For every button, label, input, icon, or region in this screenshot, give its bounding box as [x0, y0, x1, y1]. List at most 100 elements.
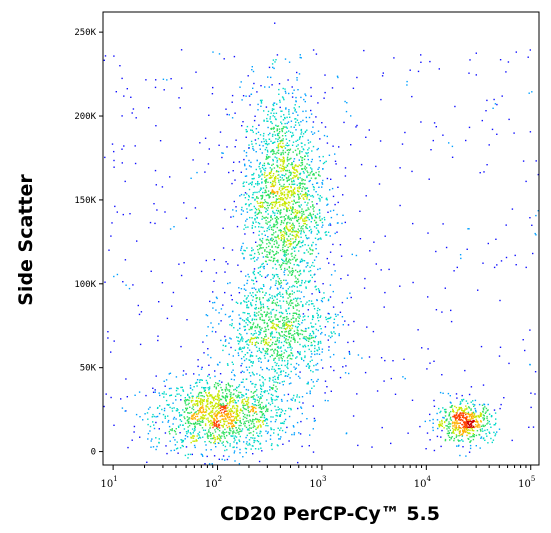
scatter-point — [263, 120, 265, 122]
scatter-point — [255, 418, 257, 421]
scatter-point — [212, 432, 214, 435]
scatter-point — [212, 437, 215, 440]
scatter-point — [296, 231, 299, 233]
scatter-point — [279, 145, 282, 148]
scatter-point — [312, 381, 314, 383]
scatter-point — [209, 300, 211, 303]
scatter-point — [315, 335, 317, 337]
scatter-point — [310, 131, 313, 133]
scatter-point — [269, 118, 271, 120]
scatter-point — [271, 168, 273, 170]
scatter-point — [223, 420, 226, 423]
scatter-point — [224, 390, 227, 392]
scatter-point — [450, 309, 452, 312]
scatter-point — [222, 441, 224, 443]
scatter-point — [300, 329, 303, 331]
scatter-point — [336, 213, 338, 216]
scatter-point — [222, 349, 224, 352]
scatter-point — [311, 253, 313, 255]
scatter-point — [281, 422, 283, 424]
scatter-point — [289, 355, 291, 357]
scatter-point — [287, 355, 289, 357]
scatter-point — [173, 226, 175, 228]
scatter-point — [369, 250, 371, 252]
scatter-point — [462, 432, 464, 434]
scatter-point — [290, 243, 292, 246]
scatter-point — [306, 301, 308, 303]
scatter-point — [282, 169, 284, 172]
scatter-point — [257, 137, 260, 140]
scatter-point — [311, 201, 313, 203]
scatter-point — [280, 146, 283, 148]
scatter-point — [193, 417, 196, 419]
scatter-point — [329, 356, 332, 358]
scatter-point — [399, 285, 401, 287]
scatter-point — [231, 324, 233, 327]
scatter-point — [271, 150, 274, 152]
scatter-point — [334, 270, 336, 272]
scatter-point — [278, 354, 280, 357]
scatter-point — [330, 216, 333, 219]
scatter-point — [248, 147, 250, 149]
scatter-point — [230, 435, 232, 437]
scatter-point — [179, 414, 181, 416]
scatter-point — [185, 431, 188, 433]
scatter-point — [304, 315, 306, 317]
scatter-point — [232, 363, 234, 365]
scatter-point — [250, 448, 252, 450]
scatter-point — [258, 223, 261, 225]
scatter-point — [381, 75, 384, 77]
scatter-point — [192, 435, 194, 438]
scatter-point — [144, 413, 146, 415]
scatter-point — [522, 339, 524, 341]
scatter-point — [278, 244, 280, 246]
scatter-point — [265, 406, 267, 408]
scatter-point — [294, 368, 296, 370]
scatter-point — [450, 423, 452, 425]
scatter-point — [219, 373, 222, 375]
scatter-point — [301, 159, 303, 161]
scatter-point — [227, 406, 229, 409]
scatter-point — [448, 431, 451, 434]
scatter-point — [319, 138, 321, 140]
scatter-point — [291, 227, 293, 230]
scatter-point — [261, 242, 264, 244]
scatter-point — [296, 219, 298, 222]
scatter-point — [309, 174, 311, 176]
scatter-point — [313, 226, 316, 228]
scatter-point — [273, 295, 276, 297]
scatter-point — [471, 421, 474, 423]
scatter-point — [276, 193, 279, 195]
scatter-point — [287, 393, 290, 396]
scatter-point — [285, 283, 288, 285]
scatter-point — [226, 420, 228, 422]
scatter-point — [482, 384, 485, 386]
scatter-point — [276, 396, 279, 398]
scatter-point — [347, 341, 349, 344]
scatter-point — [187, 429, 189, 432]
scatter-point — [317, 314, 319, 316]
scatter-point — [222, 444, 224, 446]
scatter-point — [275, 178, 277, 180]
scatter-point — [338, 334, 340, 337]
scatter-point — [246, 218, 248, 220]
scatter-point — [455, 413, 458, 416]
scatter-point — [311, 318, 314, 321]
scatter-point — [295, 305, 297, 307]
scatter-point — [311, 194, 314, 197]
scatter-point — [232, 415, 234, 418]
scatter-point — [218, 53, 221, 55]
scatter-point — [187, 412, 189, 414]
scatter-point — [317, 341, 320, 343]
scatter-point — [280, 152, 282, 154]
scatter-point — [288, 383, 291, 385]
scatter-point — [288, 130, 290, 132]
scatter-point — [458, 432, 461, 435]
scatter-point — [149, 425, 152, 428]
scatter-point — [321, 300, 324, 303]
scatter-point — [274, 375, 276, 378]
scatter-point — [258, 230, 261, 233]
scatter-point — [259, 211, 261, 213]
scatter-point — [245, 226, 247, 229]
scatter-point — [217, 404, 220, 406]
